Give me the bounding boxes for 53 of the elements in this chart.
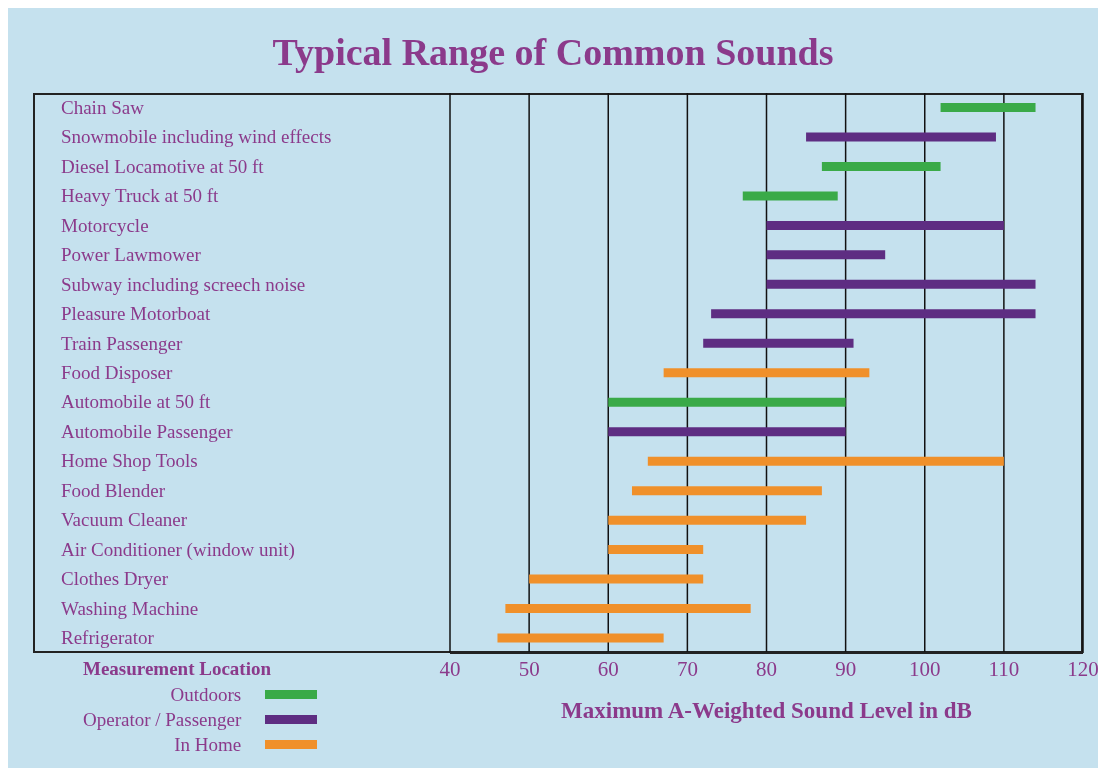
bar <box>766 250 886 260</box>
bar <box>766 279 1036 289</box>
bar <box>608 515 807 525</box>
x-tick-label: 40 <box>439 656 461 681</box>
x-tick-label: 90 <box>835 656 857 681</box>
y-tick-label: Subway including screech noise <box>61 273 306 295</box>
bar <box>766 220 1004 230</box>
y-tick-label: Washing Machine <box>61 597 199 619</box>
x-tick-label: 110 <box>988 656 1020 681</box>
bar <box>940 103 1036 112</box>
bar <box>711 309 1036 319</box>
y-tick-label: Refrigerator <box>61 627 155 649</box>
y-tick-label: Food Disposer <box>61 362 174 383</box>
bar <box>608 545 704 555</box>
y-tick-label: Diesel Locamotive at 50 ft <box>61 155 265 177</box>
x-tick-label: 50 <box>518 656 540 681</box>
y-tick-label: Snowmobile including wind effects <box>61 126 332 148</box>
y-tick-label: Chain Saw <box>61 96 145 118</box>
x-tick-label: 60 <box>597 656 619 681</box>
legend-label: Operator / Passenger <box>83 708 242 731</box>
bar <box>742 191 838 201</box>
y-tick-label: Power Lawmower <box>61 244 202 266</box>
y-tick-label: Food Blender <box>61 479 166 501</box>
x-tick-label: 120 <box>1067 656 1099 681</box>
bar <box>608 427 846 437</box>
bar <box>821 161 941 171</box>
y-tick-label: Heavy Truck at 50 ft <box>61 185 219 207</box>
bar <box>608 397 846 407</box>
chart-title: Typical Range of Common Sounds <box>271 30 835 74</box>
y-tick-label: Automobile at 50 ft <box>61 391 212 413</box>
y-tick-label: Vacuum Cleaner <box>61 509 188 531</box>
x-tick-label: 100 <box>909 656 941 681</box>
legend-title: Measurement Location <box>83 658 273 680</box>
bar <box>529 574 704 584</box>
y-tick-label: Clothes Dryer <box>61 568 169 590</box>
legend-label: Outdoors <box>170 683 242 706</box>
y-tick-label: Air Conditioner (window unit) <box>61 538 295 561</box>
bar <box>505 604 751 614</box>
y-tick-label: Motorcycle <box>61 214 149 236</box>
bar <box>703 338 854 348</box>
bar <box>663 368 870 378</box>
bar <box>631 486 822 496</box>
x-tick-label: 70 <box>676 656 698 681</box>
legend-label: In Home <box>174 733 242 756</box>
y-tick-label: Pleasure Motorboat <box>61 303 212 325</box>
bar <box>497 633 664 643</box>
y-tick-label: Automobile Passenger <box>61 420 234 442</box>
x-tick-label: 80 <box>756 656 777 681</box>
bar <box>647 456 1004 466</box>
y-tick-label: Home Shop Tools <box>61 450 198 472</box>
x-axis-title: Maximum A-Weighted Sound Level in dB <box>560 698 973 724</box>
y-tick-label: Train Passenger <box>61 332 183 354</box>
bar <box>806 132 996 142</box>
